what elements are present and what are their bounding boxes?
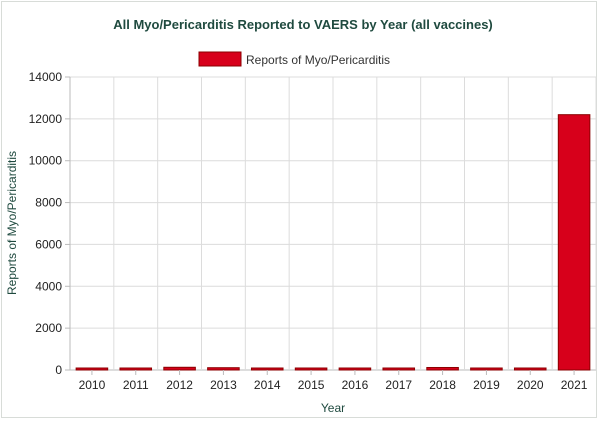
- x-tick-label: 2014: [254, 378, 281, 392]
- x-tick-label: 2021: [561, 378, 588, 392]
- y-axis-label: Reports of Myo/Pericarditis: [5, 151, 19, 295]
- legend-swatch: [198, 51, 242, 67]
- x-axis-label: Year: [321, 401, 345, 415]
- y-axis-ticks: 0 2000 4000 6000 8000 10000 12000 14000: [29, 70, 63, 377]
- bar-2013: [207, 367, 240, 371]
- y-tick-label: 14000: [29, 70, 63, 84]
- y-tick-label: 6000: [35, 237, 62, 251]
- x-tick-label: 2011: [123, 378, 149, 392]
- bar-2019: [470, 367, 503, 371]
- x-tick-label: 2017: [385, 378, 412, 392]
- y-tick-label: 12000: [29, 112, 63, 126]
- x-tick-label: 2018: [429, 378, 456, 392]
- gridlines: [65, 76, 597, 371]
- x-tick-label: 2016: [342, 378, 369, 392]
- y-tick-label: 0: [55, 363, 62, 377]
- bar-2021: [557, 114, 591, 371]
- x-tick-label: 2015: [298, 378, 325, 392]
- y-tick-label: 4000: [35, 279, 62, 293]
- x-axis-ticks: 2010 2011 2012 2013 2014 2015 2016 2017 2018 2019…: [79, 370, 588, 392]
- bar-2020: [513, 367, 547, 371]
- bar-2010: [75, 367, 109, 371]
- y-tick-label: 2000: [35, 321, 62, 335]
- bar-2016: [338, 367, 372, 371]
- y-tick-label: 10000: [29, 154, 63, 168]
- x-tick-label: 2019: [473, 378, 500, 392]
- legend: Reports of Myo/Pericarditis: [198, 51, 390, 67]
- bar-2017: [382, 367, 416, 371]
- bar-2018: [426, 366, 459, 371]
- x-tick-label: 2010: [79, 378, 106, 392]
- bar-2014: [250, 367, 284, 371]
- legend-label: Reports of Myo/Pericarditis: [246, 53, 390, 67]
- x-tick-label: 2020: [517, 378, 544, 392]
- chart-frame: All Myo/Pericarditis Reported to VAERS b…: [1, 1, 597, 418]
- x-tick-label: 2012: [166, 378, 193, 392]
- bar-2012: [163, 366, 196, 371]
- bar-2015: [294, 367, 328, 371]
- x-tick-label: 2013: [210, 378, 237, 392]
- bar-2011: [119, 367, 153, 371]
- chart-title: All Myo/Pericarditis Reported to VAERS b…: [113, 17, 493, 32]
- y-tick-label: 8000: [35, 196, 62, 210]
